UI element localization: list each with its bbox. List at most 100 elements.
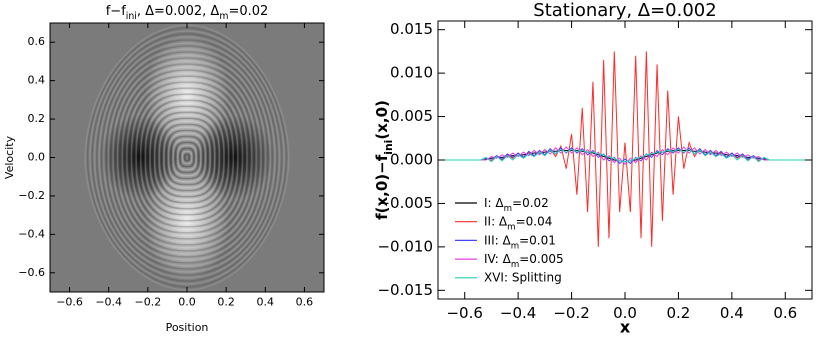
ring [135, 90, 239, 225]
y-tick-label: −0.005 [377, 194, 433, 212]
y-tick-label: 0.010 [390, 64, 433, 82]
x-tick-label: 0.2 [666, 304, 690, 322]
ring [102, 48, 272, 267]
bright-lobe [145, 158, 229, 282]
dark-lobe [194, 115, 274, 199]
y-tick-label: −0.010 [377, 237, 433, 255]
ring [172, 138, 202, 177]
legend-label: III: Δm=0.01 [484, 233, 556, 251]
series-line [480, 147, 770, 165]
x-tick-label: −0.2 [553, 304, 589, 322]
x-tick-label: 0.4 [257, 295, 275, 308]
ring [176, 144, 198, 171]
series-group [438, 51, 812, 247]
text-part: =0.04 [516, 214, 553, 228]
text-part: II: Δ [484, 214, 508, 228]
ring [181, 150, 193, 165]
legend-label: XVI: Splitting [484, 270, 562, 284]
x-tick-label: 0.0 [613, 304, 637, 322]
x-tick-label: 0.2 [217, 295, 235, 308]
ring [95, 39, 279, 276]
y-tick-label: 0.005 [390, 107, 433, 125]
ring [160, 123, 214, 192]
ring [179, 147, 195, 168]
ring [163, 126, 211, 189]
text-part: =0.02 [228, 4, 268, 19]
ring [109, 57, 265, 258]
subscript: ini [126, 11, 137, 22]
ring [105, 51, 269, 264]
text-part: I: Δ [484, 196, 504, 210]
y-tick-label: 0.2 [28, 112, 46, 125]
subscript: ini [382, 140, 395, 155]
x-tick-label: 0.4 [720, 304, 744, 322]
chart-title: Stationary, Δ=0.002 [533, 0, 716, 21]
ring [169, 135, 205, 180]
text-part: III: Δ [484, 233, 511, 247]
y-tick-label: 0.015 [390, 20, 433, 38]
ring [128, 81, 246, 234]
ring [130, 84, 244, 231]
ring [98, 42, 276, 273]
phase-space-image [50, 23, 324, 292]
legend-label: II: Δm=0.04 [484, 214, 552, 232]
ring [167, 132, 207, 183]
ring [89, 30, 285, 285]
ring [100, 45, 274, 270]
ring [123, 75, 251, 240]
ring [86, 27, 288, 288]
ring [91, 33, 283, 282]
ring [121, 72, 253, 243]
x-tick-label: −0.4 [95, 295, 122, 308]
y-axis-label: Velocity [3, 135, 16, 179]
text-part: =0.005 [519, 252, 563, 266]
series-line [480, 146, 770, 166]
y-tick-label: 0.0 [28, 151, 46, 164]
ring [93, 36, 281, 279]
series-line [438, 148, 812, 163]
chart-title: f−fini, Δ=0.002, Δm=0.02 [106, 4, 269, 23]
ring [149, 108, 225, 207]
legend-label: I: Δm=0.02 [484, 196, 549, 214]
y-tick-label: −0.4 [18, 227, 45, 240]
ring [132, 87, 242, 228]
ring [112, 60, 262, 255]
x-tick-label: −0.6 [446, 304, 482, 322]
ring [165, 129, 209, 186]
legend-label: IV: Δm=0.005 [484, 252, 564, 270]
text-part: , Δ=0.002, Δ [137, 4, 220, 19]
ring [158, 120, 216, 195]
ring [126, 78, 248, 237]
text-part: =0.01 [519, 233, 556, 247]
ring [119, 69, 255, 246]
ring [153, 114, 221, 201]
subscript: m [511, 241, 519, 251]
x-tick-label: −0.2 [134, 295, 161, 308]
x-axis-label: Position [166, 321, 209, 334]
x-tick-label: 0.0 [178, 295, 196, 308]
ring [114, 63, 260, 252]
y-tick-label: −0.015 [377, 281, 433, 299]
text-part: (x,0) [373, 100, 391, 140]
ring [144, 102, 230, 213]
y-tick-label: −0.2 [18, 189, 45, 202]
ring [107, 54, 267, 261]
text-part: IV: Δ [484, 252, 512, 266]
ring [84, 24, 290, 291]
ring [137, 93, 237, 222]
ring [174, 141, 200, 174]
series-line [480, 51, 770, 247]
ring [183, 153, 191, 162]
subscript: m [507, 222, 515, 232]
y-tick-label: −0.6 [18, 266, 45, 279]
subscript: m [504, 204, 512, 214]
ring [142, 99, 232, 216]
ring [156, 117, 218, 198]
y-tick-label: 0.6 [28, 35, 46, 48]
x-tick-label: 0.6 [773, 304, 797, 322]
ring [146, 105, 228, 210]
y-tick-label: 0.4 [28, 74, 46, 87]
dark-lobe [100, 115, 180, 199]
ring [116, 66, 258, 249]
